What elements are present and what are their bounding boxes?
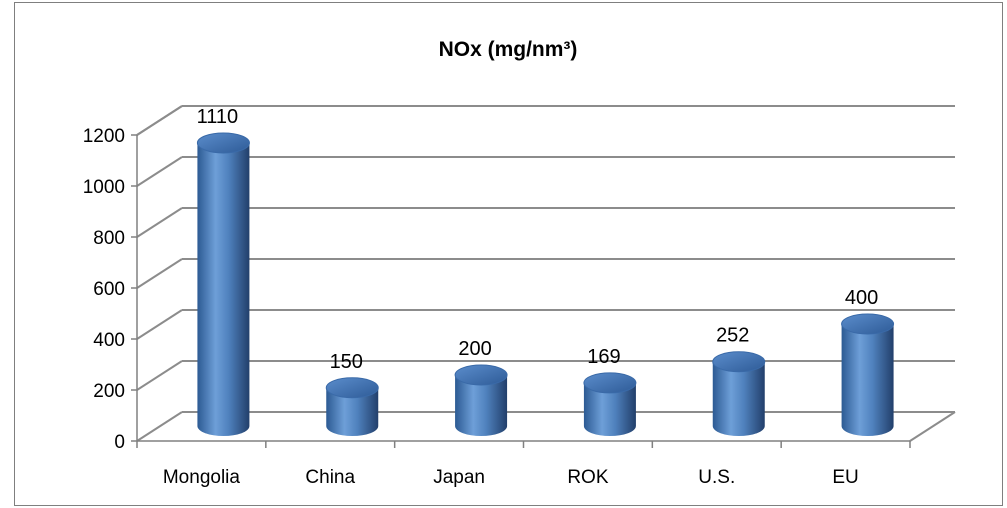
chart-title: NOx (mg/nm³) [439,38,578,61]
bar-top [454,364,508,386]
bar-top [583,372,637,394]
wall-top-edge [136,105,183,136]
bar-body [197,142,250,436]
y-tick-label: 0 [114,432,125,453]
data-label: 400 [845,287,878,309]
gridline-diagonal [136,360,183,391]
bar-body [712,361,765,437]
y-tick-label: 400 [93,330,125,351]
x-tick-label: U.S. [698,467,735,488]
data-label: 252 [716,325,749,347]
data-label: 200 [458,338,491,360]
bar-japan: 200 [454,338,508,437]
bar-top [325,377,379,399]
bar-body [326,387,379,437]
bar-top [712,351,766,373]
chart-frame [14,2,1003,506]
bar-rok: 169 [583,346,637,437]
gridlines [136,105,956,442]
gridline-diagonal [136,309,183,340]
gridline-diagonal [136,207,183,238]
gridline-diagonal [136,258,183,289]
data-label: 1110 [197,106,239,128]
data-label: 150 [330,351,363,373]
axes [136,135,911,448]
x-tick-label: EU [832,467,858,488]
data-label: 169 [587,346,620,368]
gridline-diagonal [136,156,183,187]
x-tick-label: Mongolia [163,467,241,488]
bars: 1110 150 200 169 252 400 [197,106,895,437]
x-axis-labels: Mongolia China Japan ROK U.S. EU [163,467,859,488]
bar-u-s-: 252 [712,325,766,437]
bar-mongolia: 1110 [197,106,250,436]
bar-body [841,324,894,437]
y-tick-label: 1200 [83,126,125,147]
bar-body [583,382,636,437]
y-tick-label: 1000 [83,177,125,198]
bar-body [455,375,508,437]
y-tick-label: 800 [93,228,125,249]
floor-right-edge [909,411,956,442]
y-axis-ticks: 0 200 400 600 800 1000 1200 [83,126,137,453]
bar-china: 150 [325,351,379,437]
y-tick-label: 200 [93,381,125,402]
y-tick-label: 600 [93,279,125,300]
x-tick-label: ROK [567,467,609,488]
bar-eu: 400 [841,287,895,437]
x-tick-label: China [305,467,355,488]
bar-top [841,313,895,335]
x-tick-label: Japan [433,467,485,488]
floor-left-edge [136,411,183,442]
bar-top [196,132,250,154]
